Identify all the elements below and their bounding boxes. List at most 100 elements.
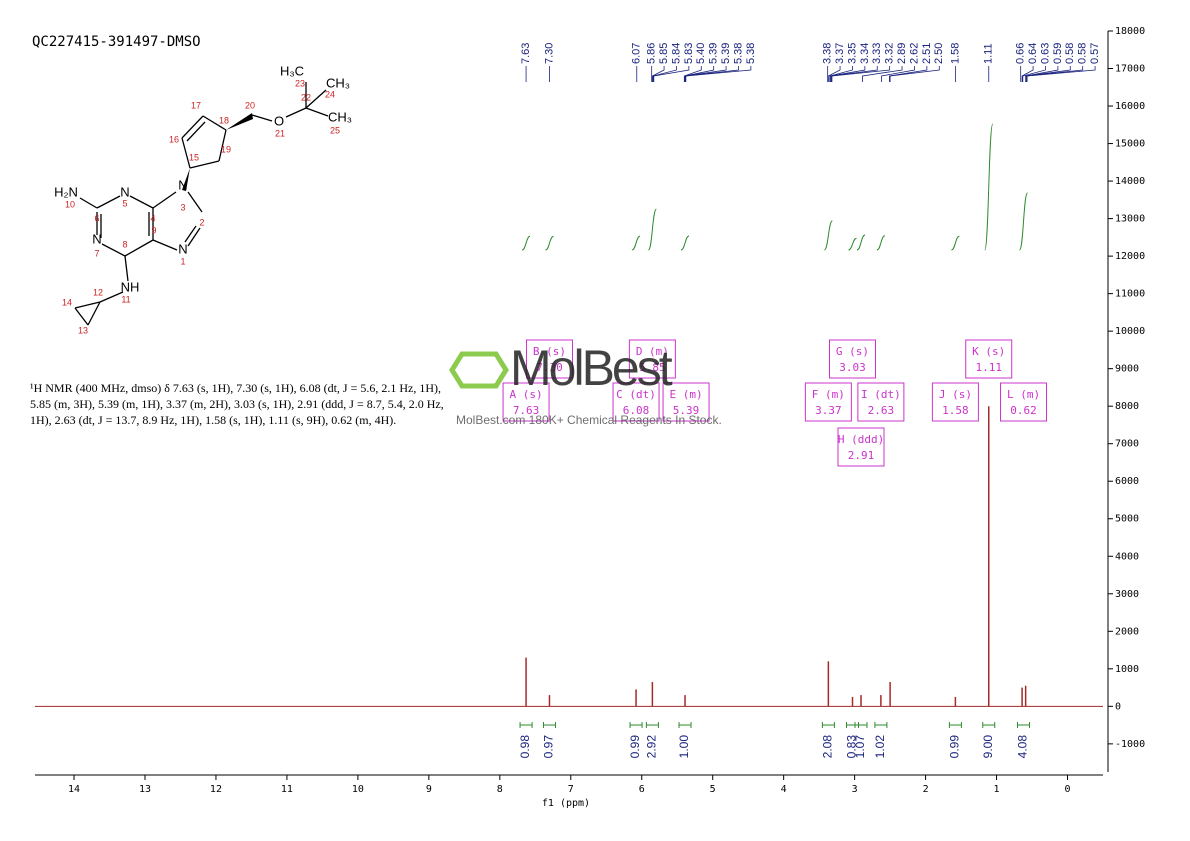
peak-label-group: 5.39: [684, 43, 732, 82]
multiplet-frame: [612, 382, 660, 422]
multiplet-box: A (s) 7.63: [502, 382, 550, 422]
integral-curve: [951, 235, 960, 251]
peak-label: 3.37: [834, 43, 846, 64]
multiplet-box: C (dt) 6.08: [612, 382, 660, 422]
atom-number: 1: [180, 256, 185, 266]
peak-label: 0.66: [1015, 43, 1027, 64]
multiplet-box: L (m) 0.62: [1000, 382, 1048, 422]
atom-label: N: [120, 184, 129, 199]
x-tick-label: 13: [139, 784, 151, 795]
atom-number: 25: [330, 125, 340, 135]
integral-label: 9.00: [981, 735, 995, 759]
peak-leader: [1025, 66, 1059, 82]
atom-number: 12: [93, 287, 103, 297]
peak-label-group: 5.83: [653, 43, 695, 82]
multiplet-label: A (s): [510, 388, 543, 401]
x-tick-label: 3: [852, 784, 858, 795]
peak-label: 2.51: [921, 43, 933, 64]
x-tick-label: 0: [1065, 784, 1071, 795]
multiplet-shift: 2.63: [868, 404, 895, 417]
x-tick-label: 10: [352, 784, 364, 795]
x-tick-label: 8: [497, 784, 503, 795]
atom-number: 13: [78, 325, 88, 335]
y-tick-label: 9000: [1115, 364, 1139, 375]
atom-number: 18: [219, 115, 229, 125]
multiplet-frame: [662, 382, 710, 422]
atom-number: 24: [325, 89, 335, 99]
atom-number: 10: [65, 199, 75, 209]
multiplet-shift: 0.62: [1010, 404, 1037, 417]
peak-leader: [683, 66, 702, 82]
multiplet-label: I (dt): [861, 388, 901, 401]
peak-label: 1.58: [949, 43, 961, 64]
multiplet-label: D (m): [636, 345, 669, 358]
x-axis-label: f1 (ppm): [542, 798, 590, 809]
peak-label: 5.83: [683, 43, 695, 64]
atom-label: N: [178, 241, 187, 256]
peak-label: 0.63: [1039, 43, 1051, 64]
integral-curve: [823, 220, 833, 251]
multiplet-box: H (ddd) 2.91: [837, 427, 885, 467]
multiplet-label: L (m): [1007, 388, 1040, 401]
peak-label-group: 0.64: [1021, 43, 1039, 82]
y-tick-label: 0: [1115, 701, 1121, 712]
peak-label: 3.32: [884, 43, 896, 64]
integral-bracket: [874, 722, 888, 728]
atom-number: 2: [199, 217, 204, 227]
integral-bracket: [645, 722, 659, 728]
peak-label: 0.58: [1064, 43, 1076, 64]
y-tick-label: 15000: [1115, 139, 1145, 150]
multiplet-label: G (s): [836, 345, 869, 358]
peak-label-group: 0.66: [1015, 43, 1027, 82]
atom-number: 22: [301, 92, 311, 102]
multiplet-frame: [857, 382, 905, 422]
y-tick-label: 16000: [1115, 101, 1145, 112]
x-tick-label: 14: [68, 784, 80, 795]
multiplet-box: J (s) 1.58: [931, 382, 979, 422]
integral-label: 1.02: [873, 735, 887, 759]
peak-label-group: 3.35: [829, 43, 858, 82]
integral-bracket: [821, 722, 835, 728]
peak-label-group: 2.50: [889, 43, 945, 82]
peak-leader: [1022, 66, 1046, 82]
x-tick-label: 1: [994, 784, 1000, 795]
atom-number: 9: [151, 225, 156, 235]
integral-bracket: [542, 722, 556, 728]
peak-label-group: 3.32: [831, 43, 896, 82]
atom-number: 20: [245, 100, 255, 110]
peak-label-group: 3.34: [830, 43, 871, 82]
peak-leader: [652, 66, 677, 82]
peak-label-group: 3.38: [822, 43, 834, 82]
multiplet-box: B (s) 7.30: [525, 339, 573, 379]
multiplet-frame: [965, 339, 1013, 379]
atom-number: 21: [275, 128, 285, 138]
integral-curve: [545, 235, 554, 251]
multiplet-frame: [628, 339, 676, 379]
multiplet-box: I (dt) 2.63: [857, 382, 905, 422]
integral-label: 2.92: [645, 735, 659, 759]
peak-label: 1.11: [983, 43, 995, 64]
peak-label-group: 5.38: [685, 43, 757, 82]
peak-label: 2.62: [908, 43, 920, 64]
x-tick-label: 5: [710, 784, 716, 795]
watermark-text: MolBest.com 180K+ Chemical Reagents In S…: [456, 413, 722, 427]
y-tick-label: 4000: [1115, 551, 1139, 562]
x-tick-label: 6: [639, 784, 645, 795]
y-tick-label: 5000: [1115, 514, 1139, 525]
atom-number: 11: [121, 294, 130, 304]
multiplet-frame: [502, 382, 550, 422]
atom-label: O: [274, 113, 284, 128]
atom-label: CH₃: [328, 109, 352, 124]
atom-label: H₂N: [54, 184, 78, 199]
y-tick-label: 6000: [1115, 476, 1139, 487]
peak-label: 3.35: [846, 43, 858, 64]
multiplet-label: E (m): [669, 388, 702, 401]
peak-label-group: 5.85: [651, 43, 670, 82]
peak-label: 5.39: [708, 43, 720, 64]
peak-label: 0.57: [1089, 43, 1101, 64]
integral-label: 4.08: [1016, 735, 1030, 759]
watermark-logo: [449, 351, 509, 389]
peak-label: 0.59: [1052, 43, 1064, 64]
multiplet-shift: 6.08: [623, 404, 650, 417]
peak-label-group: 2.89: [862, 43, 908, 82]
